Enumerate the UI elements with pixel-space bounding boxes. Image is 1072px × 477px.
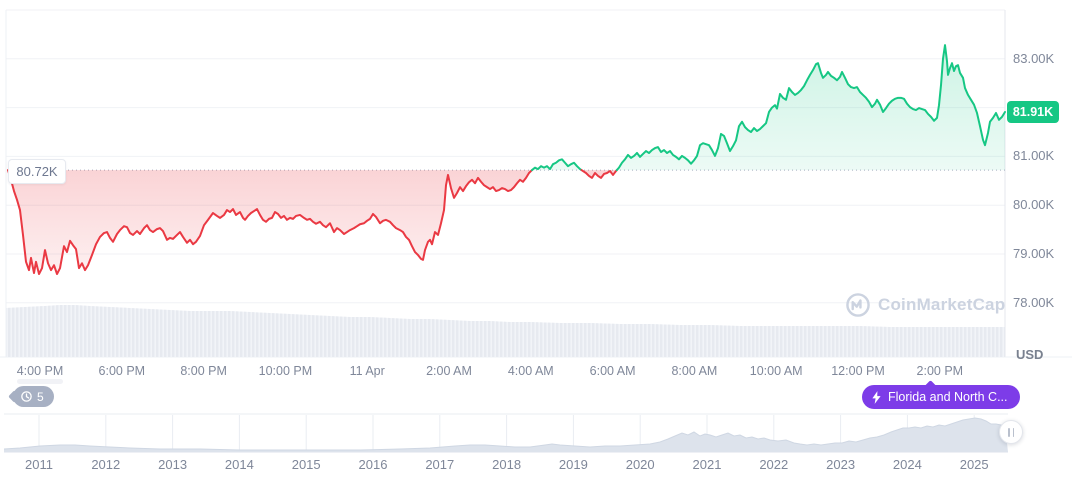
x-axis-label: 2:00 PM xyxy=(916,364,964,378)
timeline-year-label: 2011 xyxy=(25,457,53,472)
watermark: CoinMarketCap xyxy=(845,292,1005,318)
coinmarketcap-logo-icon xyxy=(846,293,870,317)
x-axis-label: 12:00 PM xyxy=(831,364,885,378)
baseline-price-label: 80.72K xyxy=(8,159,66,184)
overview-area[interactable] xyxy=(4,418,1008,452)
price-line-down xyxy=(580,169,618,179)
price-area-up xyxy=(532,159,582,171)
event-badge[interactable]: Florida and North C... xyxy=(862,385,1020,409)
price-area-up xyxy=(616,45,1005,171)
watermark-text: CoinMarketCap xyxy=(878,295,1006,314)
y-axis-label: 78.00K xyxy=(1013,294,1055,310)
x-axis-label: 8:00 PM xyxy=(180,364,227,378)
x-axis-label: 10:00 PM xyxy=(258,364,313,378)
drag-handle-icon xyxy=(1008,427,1010,437)
timeline-year-label: 2015 xyxy=(291,457,321,472)
y-axis-label: 83.00K xyxy=(1013,50,1055,66)
event-badge-label: Florida and North C... xyxy=(888,390,1008,404)
timeline-year-label: 2019 xyxy=(558,457,588,472)
x-axis-label: 4:00 PM xyxy=(16,364,64,378)
x-axis-label: 8:00 AM xyxy=(671,364,718,378)
history-bubble[interactable]: 5 xyxy=(13,386,54,407)
lightning-icon xyxy=(872,390,881,404)
x-axis-label: 6:00 AM xyxy=(589,364,636,378)
currency-unit-label: USD xyxy=(1016,347,1044,362)
timeline-year-label: 2025 xyxy=(959,457,989,472)
x-axis-label: 11 Apr xyxy=(349,364,385,378)
scrollbar-thumb[interactable] xyxy=(17,379,63,384)
price-area-down xyxy=(8,170,532,275)
timeline-year-label: 2022 xyxy=(759,457,789,472)
overview-line xyxy=(3,417,1005,451)
x-axis-label: 2:00 AM xyxy=(426,364,472,378)
x-axis-label: 4:00 AM xyxy=(507,364,554,378)
price-line-up xyxy=(531,158,583,172)
timeline-year-label: 2018 xyxy=(492,457,522,472)
x-axis-label: 10:00 AM xyxy=(749,364,803,378)
volume-bars xyxy=(6,305,1005,357)
current-price-badge: 81.91K xyxy=(1007,100,1059,123)
price-line-up xyxy=(615,44,1006,172)
y-axis-label: 80.00K xyxy=(1013,197,1055,213)
price-line-down xyxy=(7,169,533,276)
timeline-year-label: 2017 xyxy=(425,457,455,472)
x-axis-label: 6:00 PM xyxy=(98,364,146,378)
history-count: 5 xyxy=(37,389,44,404)
timeline-year-label: 2021 xyxy=(692,457,722,472)
timeline-scrub-handle[interactable] xyxy=(999,420,1023,444)
y-axis-label: 79.00K xyxy=(1013,246,1055,261)
timeline-year-label: 2023 xyxy=(826,457,856,472)
history-clock-icon xyxy=(21,391,32,402)
timeline-year-label: 2014 xyxy=(224,457,254,472)
y-axis-label: 81.00K xyxy=(1013,148,1055,164)
timeline-year-label: 2024 xyxy=(892,457,922,472)
timeline-year-label: 2013 xyxy=(158,457,188,472)
timeline-year-label: 2012 xyxy=(91,457,121,472)
timeline-year-label: 2020 xyxy=(625,457,655,472)
timeline-year-label: 2016 xyxy=(358,457,388,472)
drag-handle-icon xyxy=(1012,427,1014,437)
